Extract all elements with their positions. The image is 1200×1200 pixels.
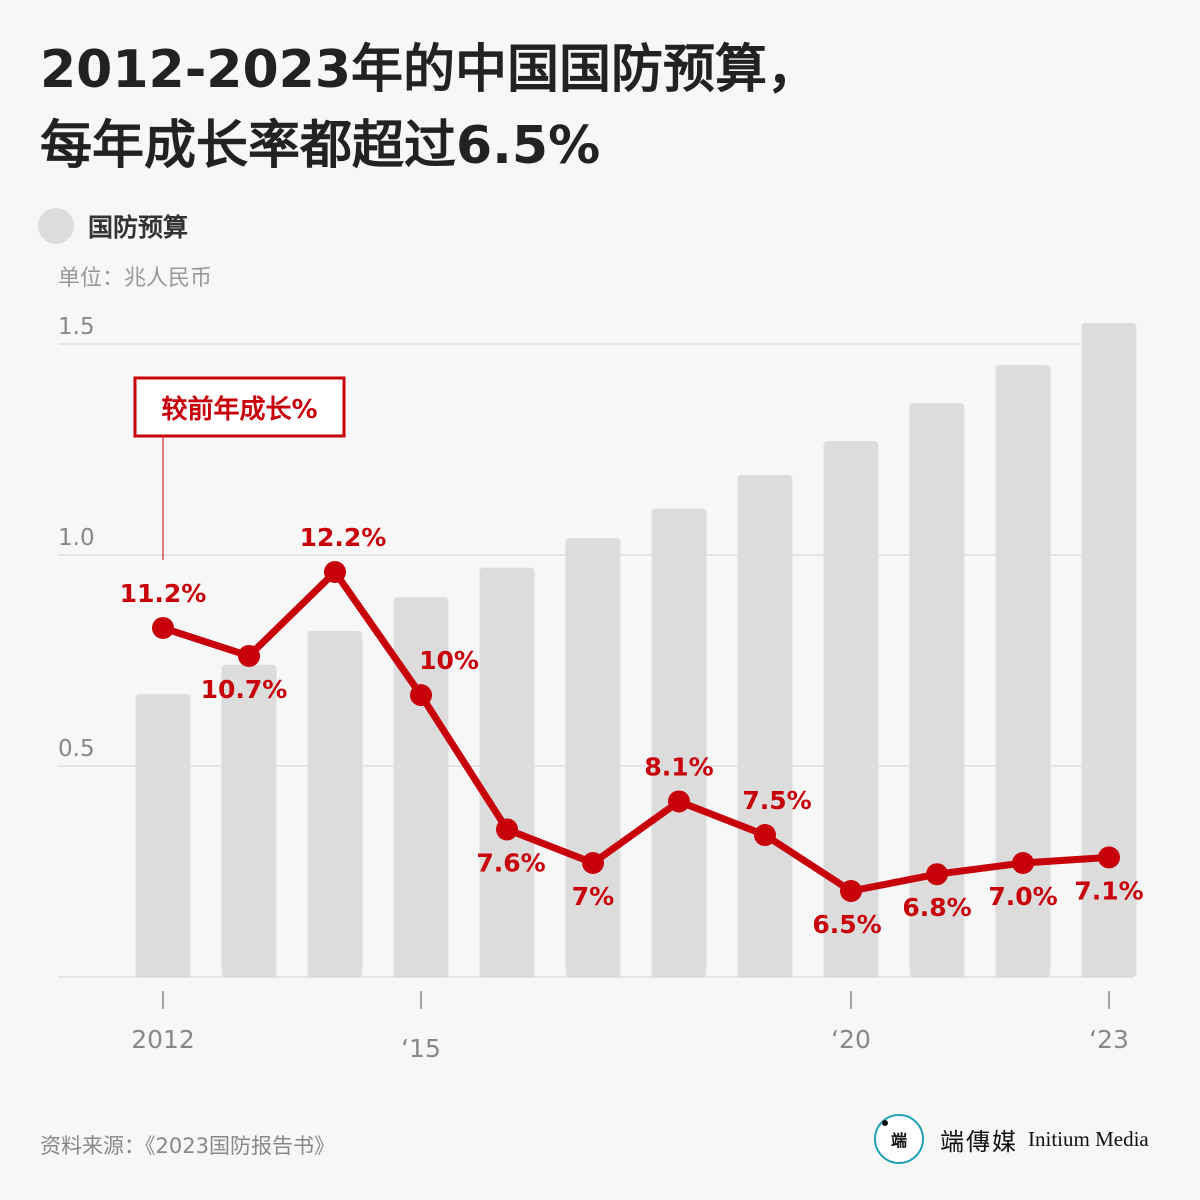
bar-2016 [479, 567, 535, 977]
legend-label: 国防预算 [88, 213, 189, 242]
growth-point-2018 [668, 790, 690, 813]
growth-point-2020 [840, 880, 862, 902]
growth-value-label: 7.6% [476, 848, 545, 877]
bar-2022 [995, 365, 1051, 978]
growth-point-2012 [152, 616, 174, 639]
chart-title-line-1: 2012-2023年的中国国防预算， [40, 40, 820, 100]
chart-title: 2012-2023年的中国国防预算， 每年成长率都超过6.5% [40, 32, 819, 184]
growth-point-2016 [496, 818, 518, 841]
brand-logo-icon: 端 [874, 1114, 924, 1164]
bar-2018 [651, 508, 707, 977]
x-tick-label: 2012 [131, 1025, 195, 1054]
legend-swatch [38, 208, 74, 244]
growth-value-label: 11.2% [120, 579, 207, 608]
callout-label: 较前年成长% [161, 394, 317, 425]
growth-value-label: 7.1% [1074, 876, 1143, 905]
brand-name-en: Initium Media [1028, 1126, 1149, 1151]
growth-value-label: 7.0% [988, 882, 1057, 911]
growth-point-2023 [1098, 846, 1120, 869]
x-tick-label: ‘23 [1089, 1025, 1129, 1054]
x-tick-label: ‘15 [401, 1034, 441, 1063]
bar-2013 [221, 664, 277, 977]
bar-2020 [823, 441, 879, 977]
growth-value-label: 6.5% [812, 910, 881, 939]
growth-value-label: 10.7% [201, 675, 288, 704]
growth-line [159, 568, 1113, 895]
growth-value-label: 7.5% [742, 786, 811, 815]
bar-2015 [393, 597, 449, 977]
bar-2019 [737, 474, 793, 977]
growth-point-2022 [1012, 852, 1034, 875]
bar-2014 [307, 630, 363, 977]
x-tick-label: ‘20 [831, 1025, 871, 1054]
brand: 端 端傳媒 Initium Media [874, 1114, 1149, 1164]
legend: 国防预算 [38, 208, 188, 244]
growth-point-2013 [238, 644, 260, 667]
y-tick-label: 1.0 [58, 525, 95, 551]
chart-title-line-2: 每年成长率都超过6.5% [40, 116, 601, 176]
growth-value-label: 7% [572, 882, 614, 911]
growth-value-label: 6.8% [902, 893, 971, 922]
growth-value-label: 10% [419, 646, 479, 675]
brand-name-cn: 端傳媒 [940, 1127, 1018, 1156]
growth-point-2014 [324, 561, 346, 583]
bar-2012 [135, 694, 191, 977]
bar-2017 [565, 538, 621, 977]
bar-2023 [1081, 322, 1137, 977]
growth-point-2015 [410, 684, 432, 707]
y-tick-label: 0.5 [58, 736, 95, 762]
growth-value-label: 8.1% [644, 752, 713, 781]
bar-2021 [909, 403, 965, 978]
y-tick-label: 1.5 [58, 314, 95, 340]
chart-canvas: 0.5 1.0 1.5 2012 ‘15 ‘20 ‘23 11.2% 10.7% 12.2% 10%… [58, 314, 1144, 1063]
source-note: 资料来源：《2023国防报告书》 [40, 1134, 335, 1158]
growth-point-2021 [926, 863, 948, 886]
growth-point-2019 [754, 824, 776, 847]
growth-value-label: 12.2% [300, 523, 387, 552]
unit-label: 单位：兆人民币 [58, 266, 213, 291]
growth-point-2017 [582, 852, 604, 875]
callout-box [133, 376, 346, 438]
